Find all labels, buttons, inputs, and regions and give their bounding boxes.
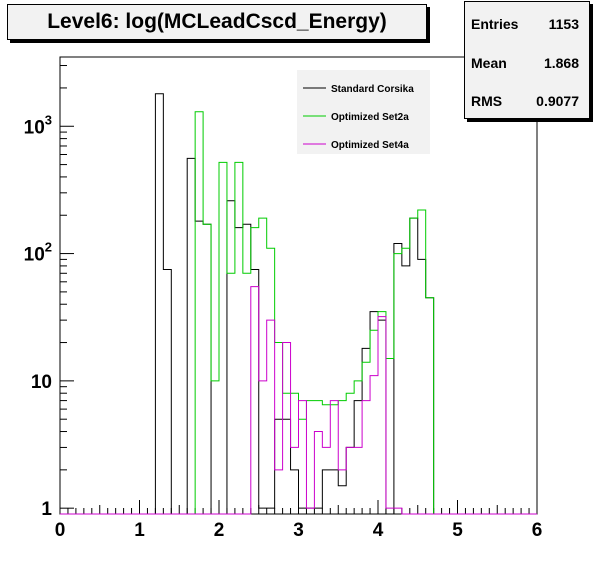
stats-row-rms: RMS 0.9077 — [471, 91, 579, 111]
series-line-2 — [60, 286, 537, 515]
stats-box: Entries 1153 Mean 1.868 RMS 0.9077 — [464, 1, 590, 119]
stats-entries-label: Entries — [471, 16, 519, 32]
stats-rms-label: RMS — [471, 93, 503, 109]
legend-label: Standard Corsika — [331, 84, 414, 95]
x-tick-label: 6 — [532, 520, 543, 541]
series-layer — [60, 93, 537, 515]
x-tick-label: 2 — [214, 520, 225, 541]
x-tick-label: 4 — [373, 520, 384, 541]
legend-label: Optimized Set2a — [331, 112, 409, 123]
stats-row-entries: Entries 1153 — [471, 14, 579, 34]
x-tick-label: 0 — [55, 520, 66, 541]
x-tick-label: 3 — [293, 520, 304, 541]
x-tick-label: 5 — [452, 520, 463, 541]
stats-mean-label: Mean — [471, 55, 507, 71]
series-line-1 — [60, 111, 537, 515]
y-axis: 1 10 102 103 — [24, 65, 74, 520]
stats-mean-value: 1.868 — [543, 55, 579, 71]
y-tick-label: 1 — [41, 499, 52, 520]
y-tick-label: 10 — [31, 372, 52, 393]
legend: Standard Corsika Optimized Set2a Optimized… — [297, 70, 430, 154]
legend-items: Standard Corsika Optimized Set2a Optimized… — [303, 84, 414, 151]
legend-label: Optimized Set4a — [331, 140, 409, 151]
x-tick-label: 1 — [134, 520, 145, 541]
legend-box — [297, 70, 430, 154]
stats-row-mean: Mean 1.868 — [471, 53, 579, 73]
chart-title: Level6: log(MCLeadCscd_Energy) — [7, 4, 427, 40]
stats-entries-value: 1153 — [548, 16, 579, 32]
series-line-0 — [60, 93, 537, 515]
y-tick-label: 103 — [24, 112, 52, 138]
stats-rms-value: 0.9077 — [536, 93, 579, 109]
y-tick-label: 102 — [24, 240, 52, 266]
